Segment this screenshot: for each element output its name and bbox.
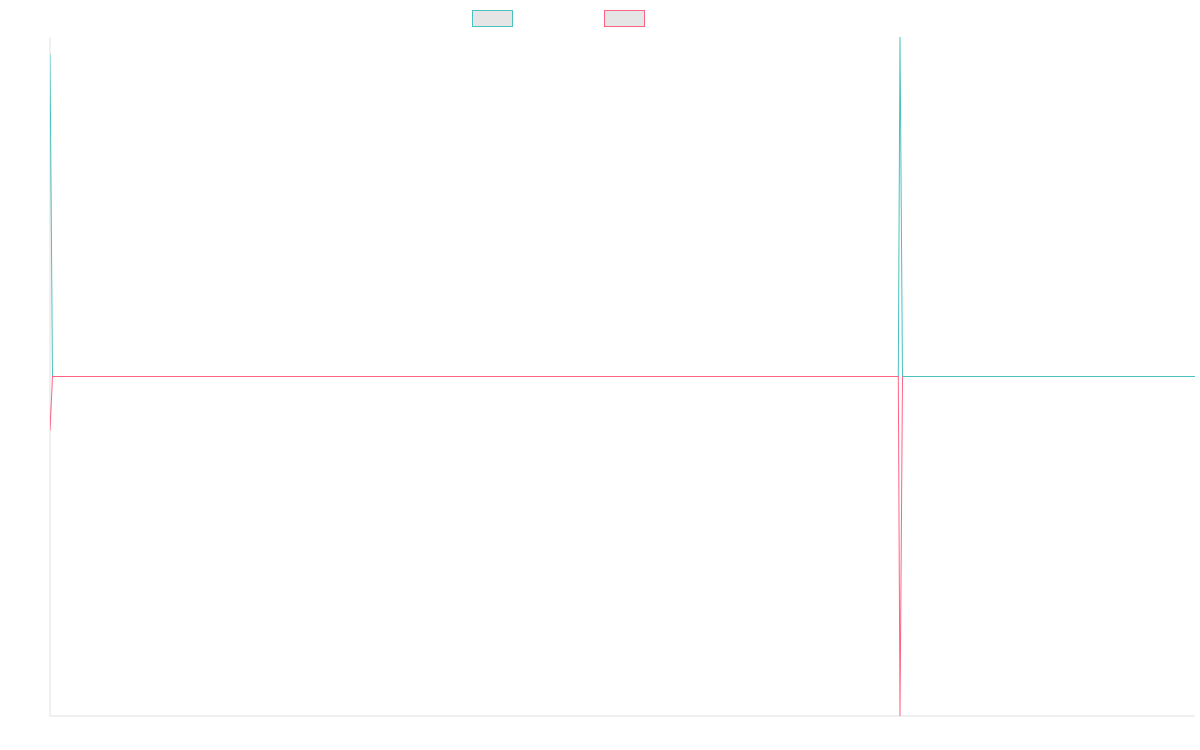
series-layer — [50, 36, 1195, 717]
series-line-1 — [50, 36, 1195, 377]
series-line-2 — [50, 376, 903, 717]
chart-axes — [49, 37, 1195, 717]
chart-legend — [472, 10, 645, 27]
legend-item-1[interactable] — [472, 10, 513, 27]
legend-swatch-1 — [472, 10, 513, 27]
legend-item-2[interactable] — [604, 10, 645, 27]
legend-swatch-2 — [604, 10, 645, 27]
